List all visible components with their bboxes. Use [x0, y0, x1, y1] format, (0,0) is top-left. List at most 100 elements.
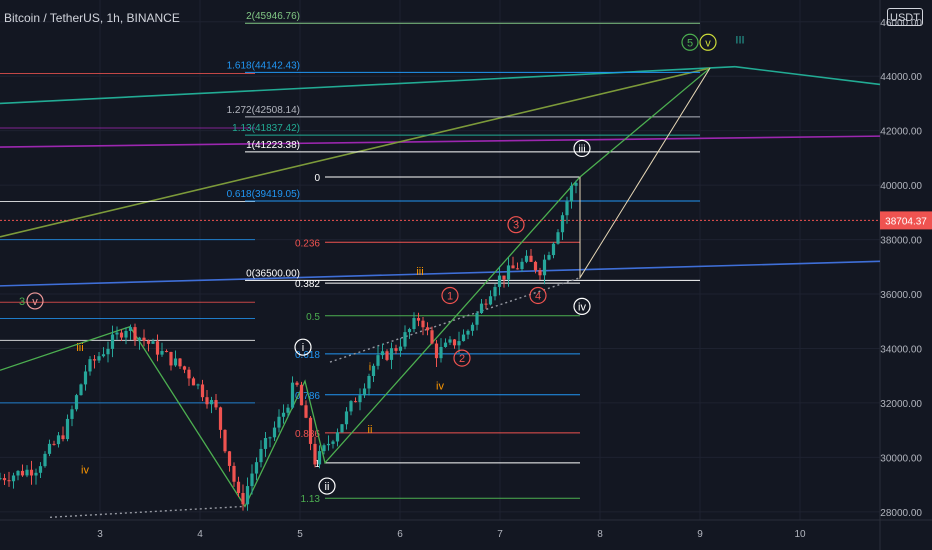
candle-body [0, 478, 2, 480]
candle-body [461, 334, 466, 342]
last-price-tag [880, 211, 932, 230]
candle-body [362, 388, 367, 396]
candle-body [52, 443, 56, 445]
candle-body [520, 261, 524, 270]
candle-body [200, 384, 205, 398]
candle-body [551, 243, 556, 256]
candle-body [218, 407, 223, 430]
candle-body [511, 265, 515, 269]
candle-body [529, 255, 533, 262]
x-tick-label: 10 [794, 529, 806, 540]
candle-body [34, 472, 38, 476]
candle-body [110, 334, 115, 349]
fib-level-label: 0.618 [295, 350, 320, 361]
candle-body [106, 348, 110, 355]
candle-body [182, 366, 187, 370]
wave-label: v [32, 296, 38, 308]
candle-body [160, 351, 164, 355]
candle-body [133, 327, 137, 341]
candle-body [7, 480, 11, 482]
wave-label-circle [441, 286, 459, 305]
candle-body [470, 324, 475, 331]
candle-body [124, 330, 128, 338]
candle-body [506, 265, 511, 280]
candle-body [335, 432, 340, 442]
candle-body [547, 255, 551, 260]
candle-body [187, 369, 191, 379]
x-tick-label: 6 [397, 529, 403, 540]
candle-body [164, 351, 169, 353]
candle-body [533, 261, 538, 271]
candle-body [574, 182, 578, 186]
candle-body [191, 378, 196, 386]
x-tick-label: 8 [597, 529, 603, 540]
candle-body [79, 384, 83, 396]
wave-label: 3 [19, 296, 25, 308]
candle-body [169, 351, 173, 366]
wave-label-circle [699, 33, 717, 51]
fib-level-label: 1 [314, 459, 320, 470]
candle-body [304, 405, 308, 418]
candle-body [488, 296, 493, 305]
candle-body [245, 486, 250, 505]
candle-body [259, 448, 263, 463]
candle-body [29, 469, 34, 476]
wave-label: iv [578, 301, 586, 313]
y-tick-label: 38000.00 [880, 236, 922, 247]
wave-zigzag [0, 67, 711, 508]
candle-body [434, 343, 439, 359]
wave-label: 4 [535, 290, 541, 302]
candle-body [376, 355, 380, 366]
candle-body [11, 475, 16, 482]
fib-level-label: 1.13 [301, 494, 321, 505]
candle-body [344, 411, 349, 425]
candle-body [70, 409, 74, 419]
candle-body [38, 466, 43, 473]
candle-body [394, 348, 398, 351]
wave-label: i [369, 361, 371, 373]
candle-body [353, 401, 358, 403]
trend-line [0, 67, 711, 238]
wave-label: 2 [459, 353, 465, 365]
candle-body [92, 359, 97, 361]
candle-body [250, 473, 254, 487]
wave-label: i [302, 342, 304, 354]
candle-body [358, 395, 362, 403]
candle-body [286, 407, 290, 413]
x-tick-label: 7 [497, 529, 503, 540]
candle-body [128, 327, 133, 331]
candle-body [331, 441, 335, 444]
candle-body [101, 354, 106, 357]
fib-level-label: 0(36500.00) [246, 268, 300, 279]
candle-body [560, 215, 565, 233]
candle-body [277, 416, 281, 428]
candle-body [340, 424, 344, 433]
wave-label-circle [681, 33, 699, 51]
candle-body [65, 418, 70, 440]
fib-level-label: 0.382 [295, 279, 320, 290]
x-tick-label: 4 [197, 529, 203, 540]
candle-body [412, 318, 416, 330]
candle-body [146, 340, 151, 344]
last-price-label: 38704.37 [885, 216, 927, 227]
projection-line [579, 67, 711, 280]
y-tick-label: 36000.00 [880, 290, 922, 301]
candle-body [299, 384, 304, 406]
candle-body [322, 445, 326, 452]
wave-label: iv [436, 380, 444, 392]
x-tick-label: 3 [97, 529, 103, 540]
candle-body [493, 286, 497, 297]
candle-body [502, 275, 506, 280]
candle-body [326, 443, 331, 446]
chart-title: Bitcoin / TetherUS, 1h, BINANCE [4, 11, 180, 25]
fib-level-label: 0.886 [295, 429, 320, 440]
wave-label-circle [573, 139, 591, 158]
fib-level-label: 1.618(44142.43) [227, 60, 300, 71]
x-tick-label: 5 [297, 529, 303, 540]
currency-button[interactable]: USDT [887, 8, 923, 26]
candle-body [196, 384, 200, 386]
candle-body [295, 382, 299, 385]
y-tick-label: 40000.00 [880, 181, 922, 192]
candle-body [389, 348, 394, 360]
